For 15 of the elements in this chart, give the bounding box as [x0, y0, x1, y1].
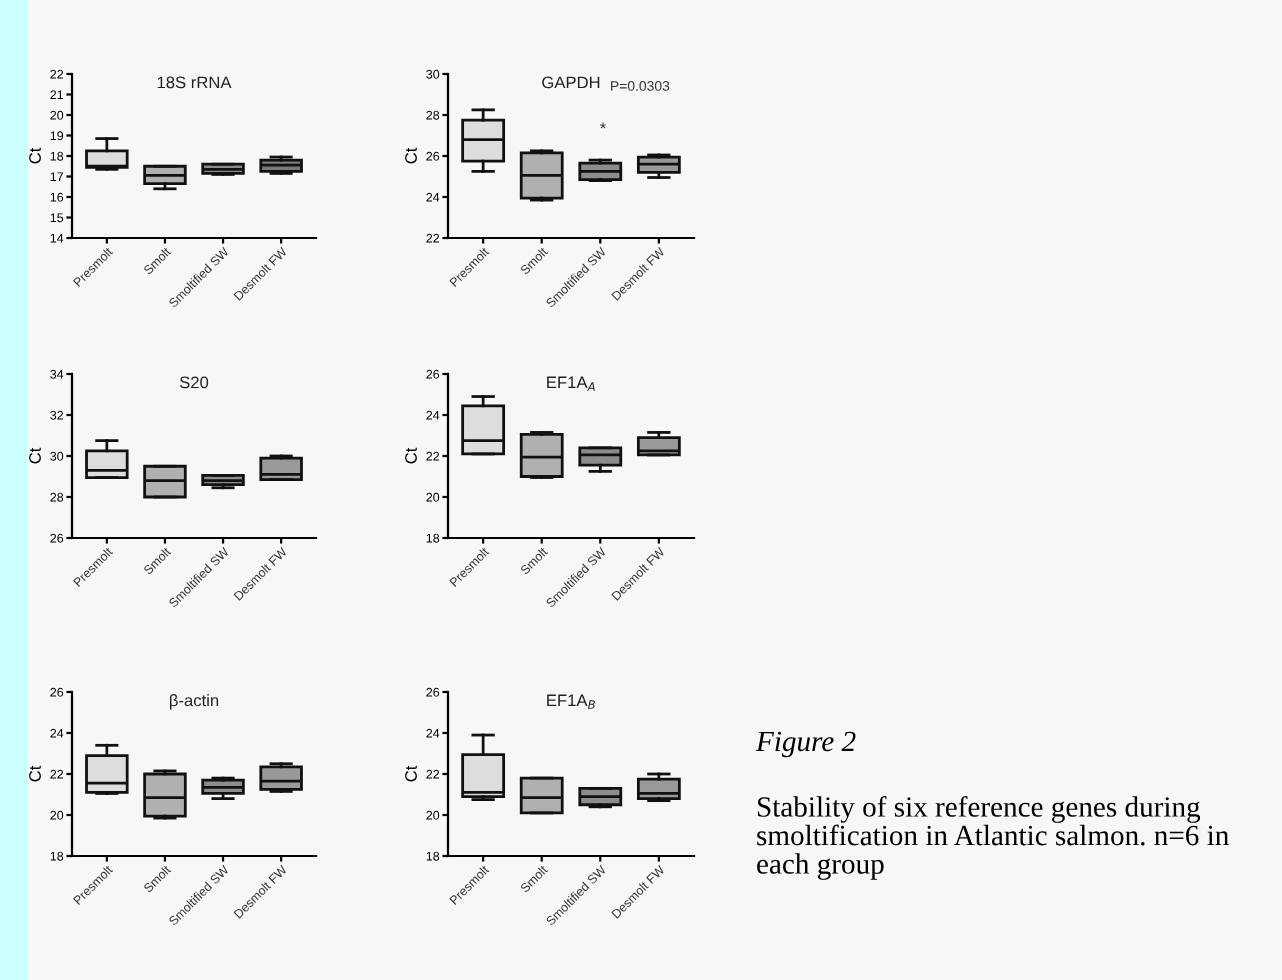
text: Stability of six reference genes during smoltification in Atlantic salmon. n=6 in each group	[757, 796, 1229, 880]
y-axis-title: Ct	[29, 765, 41, 782]
y-axis-title: Ct	[405, 147, 417, 164]
chart-title: EF1A$_{B}$	[547, 694, 595, 709]
y-axis-title: Ct	[29, 147, 41, 164]
chart-title: β-actin	[169, 694, 219, 710]
text: Figure 2	[755, 731, 856, 758]
y-axis-title: Ct	[405, 447, 417, 464]
chart-title: GAPDH	[542, 76, 600, 89]
chart-title: 18S rRNA	[157, 76, 232, 89]
y-axis-title: Ct	[29, 447, 41, 464]
chart-title: EF1A$_{A}$	[547, 376, 595, 391]
chart-title: S20	[179, 376, 209, 389]
annotation: *	[600, 122, 606, 129]
y-axis-title: Ct	[405, 765, 417, 782]
